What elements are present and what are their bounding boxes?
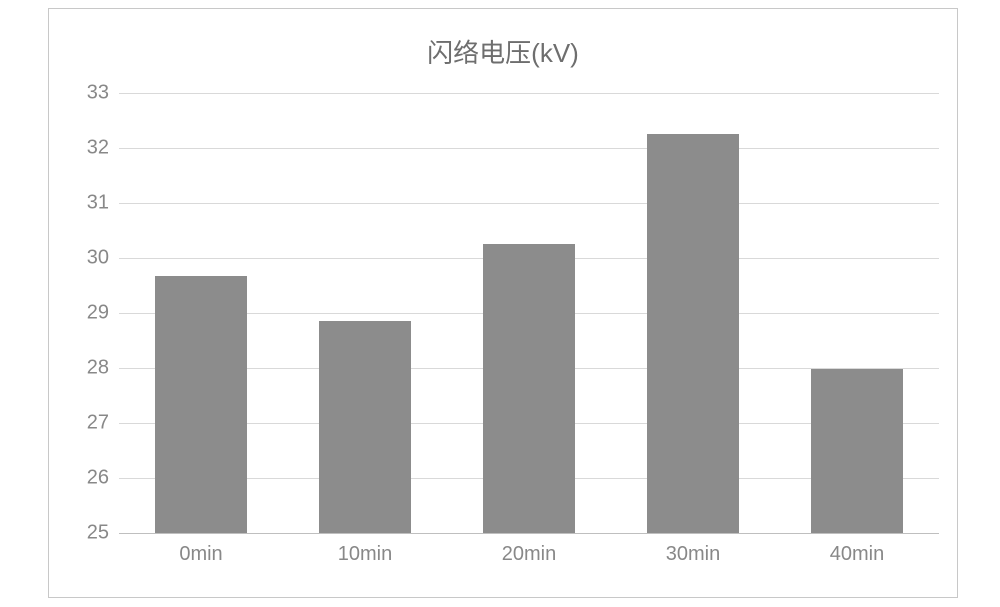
x-tick-label: 40min [830, 533, 884, 566]
x-tick-label: 20min [502, 533, 556, 566]
y-tick-label: 27 [87, 412, 119, 435]
y-tick-label: 30 [87, 247, 119, 270]
y-tick-label: 26 [87, 467, 119, 490]
y-tick-label: 33 [87, 82, 119, 105]
chart-container: 闪络电压(kV) 252627282930313233 0min10min20m… [48, 8, 958, 598]
y-tick-label: 28 [87, 357, 119, 380]
chart-title: 闪络电压(kV) [49, 9, 957, 90]
bar [155, 276, 247, 533]
y-tick-label: 32 [87, 137, 119, 160]
bar [319, 321, 411, 533]
bar [483, 244, 575, 533]
bars-group: 0min10min20min30min40min [119, 93, 939, 533]
y-tick-label: 25 [87, 522, 119, 545]
plot-area: 252627282930313233 0min10min20min30min40… [119, 93, 939, 533]
bar [647, 134, 739, 533]
x-tick-label: 10min [338, 533, 392, 566]
x-tick-label: 0min [179, 533, 222, 566]
bar [811, 369, 903, 533]
y-tick-label: 29 [87, 302, 119, 325]
y-tick-label: 31 [87, 192, 119, 215]
x-tick-label: 30min [666, 533, 720, 566]
